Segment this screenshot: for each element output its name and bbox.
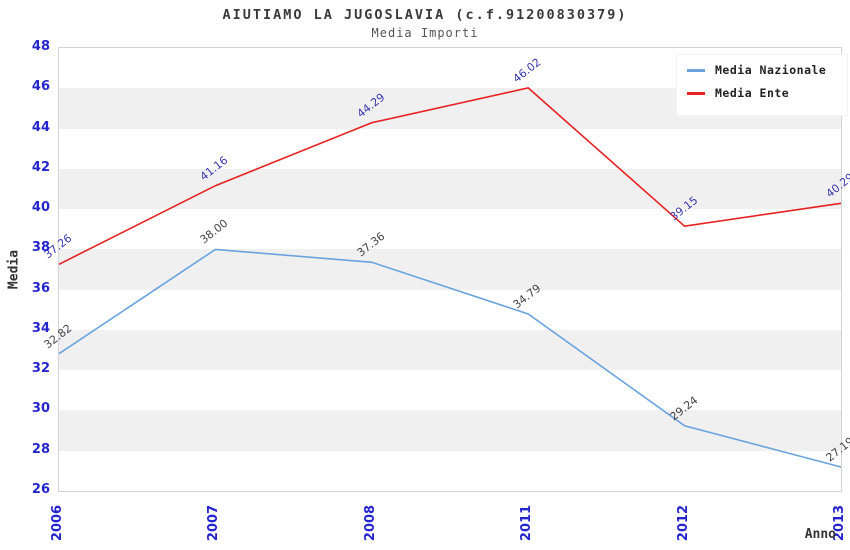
y-tick-label: 44 [31,119,50,135]
y-axis-title: Media [6,249,22,290]
chart-subtitle: Media Importi [371,26,479,40]
x-tick-label: 2006 [50,504,65,542]
y-tick-label: 48 [31,39,50,54]
grid-band [59,329,841,371]
y-tick-label: 38 [31,240,50,256]
x-tick-label: 2011 [519,504,535,542]
y-tick-label: 40 [31,200,50,216]
series-line-media-ente [58,87,842,266]
y-tick-label: 42 [31,159,50,175]
y-tick-label: 36 [31,280,50,296]
y-tick-label: 34 [31,320,50,336]
legend: Media Nazionale Media Ente [676,54,848,116]
series-line-media-nazionale [58,248,842,468]
x-tick-label: 2012 [675,504,691,542]
grid-band [59,249,841,290]
legend-label: Media Nazionale [715,63,827,77]
y-tick-label: 28 [31,441,50,457]
legend-marker-icon [687,91,705,95]
legend-marker-icon [687,68,705,72]
x-tick-label: 2008 [362,504,378,542]
grid-band [59,168,841,210]
legend-item: Media Ente [687,86,847,100]
grid-band [59,410,841,451]
plot-area [58,47,842,492]
legend-label: Media Ente [715,86,790,100]
y-tick-label: 32 [31,361,50,377]
y-tick-label: 30 [31,401,50,417]
legend-item: Media Nazionale [687,63,847,77]
series-lines [58,87,842,468]
x-axis-title: Anno [804,527,836,542]
chart-title: AIUTIAMO LA JUGOSLAVIA (c.f.91200830379) [222,7,628,23]
y-tick-label: 26 [31,482,50,497]
x-tick-label: 2007 [206,504,222,542]
y-tick-label: 46 [31,79,50,95]
